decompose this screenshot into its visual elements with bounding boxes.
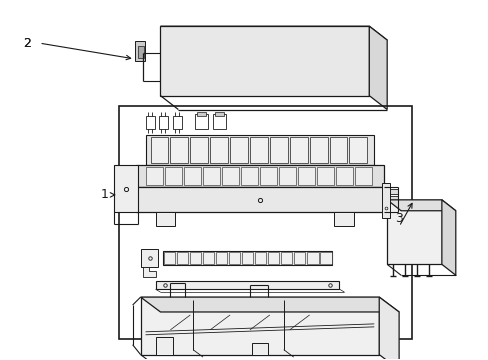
Bar <box>320 252 331 264</box>
Bar <box>195 113 208 129</box>
Bar <box>349 137 366 163</box>
Bar <box>183 167 201 185</box>
Polygon shape <box>160 26 386 40</box>
Bar <box>316 167 333 185</box>
Bar <box>145 135 373 165</box>
Bar <box>135 187 384 212</box>
Polygon shape <box>142 267 155 277</box>
Bar <box>386 203 397 208</box>
Bar <box>335 167 352 185</box>
Bar <box>134 41 144 61</box>
Bar <box>229 252 240 264</box>
Bar <box>297 167 314 185</box>
Bar <box>307 252 318 264</box>
Bar <box>155 212 175 226</box>
Bar <box>386 196 397 201</box>
Bar <box>269 137 287 163</box>
Bar <box>145 167 163 185</box>
Bar <box>278 167 295 185</box>
Polygon shape <box>441 200 455 275</box>
Bar <box>203 167 220 185</box>
Bar <box>255 252 266 264</box>
Bar <box>268 252 279 264</box>
Polygon shape <box>386 200 441 264</box>
Bar <box>230 137 247 163</box>
Bar <box>213 113 225 129</box>
Bar <box>177 252 188 264</box>
Bar <box>249 137 267 163</box>
Polygon shape <box>379 297 398 360</box>
Bar <box>155 281 339 289</box>
Bar <box>289 137 307 163</box>
Polygon shape <box>160 26 368 96</box>
Bar <box>173 116 182 129</box>
Bar <box>210 137 227 163</box>
Text: 2: 2 <box>23 37 31 50</box>
Bar <box>251 343 267 355</box>
Bar <box>242 252 253 264</box>
Bar <box>354 167 371 185</box>
Bar <box>119 105 411 339</box>
Bar <box>382 183 389 218</box>
Bar <box>137 46 143 58</box>
Bar <box>260 167 276 185</box>
Bar <box>163 251 332 265</box>
Text: 1: 1 <box>101 188 108 201</box>
Bar <box>170 137 188 163</box>
Text: 2: 2 <box>23 37 31 50</box>
Bar <box>329 137 346 163</box>
Polygon shape <box>141 297 398 312</box>
Bar <box>190 252 201 264</box>
Bar <box>135 165 384 187</box>
Bar <box>145 116 154 129</box>
Bar <box>334 212 354 226</box>
Bar <box>203 252 214 264</box>
Bar <box>159 116 168 129</box>
Bar <box>222 167 238 185</box>
Bar <box>281 252 292 264</box>
Bar <box>114 165 137 212</box>
Bar <box>386 189 397 194</box>
Polygon shape <box>386 200 455 211</box>
Bar <box>150 137 168 163</box>
Bar <box>216 252 227 264</box>
Bar <box>141 249 158 267</box>
Bar <box>190 137 208 163</box>
Text: 3: 3 <box>394 212 402 225</box>
Bar <box>309 137 327 163</box>
Polygon shape <box>141 297 379 355</box>
Polygon shape <box>368 26 386 109</box>
Bar <box>215 112 224 116</box>
Bar <box>164 252 175 264</box>
Bar <box>294 252 305 264</box>
Bar <box>241 167 257 185</box>
Bar <box>164 167 182 185</box>
Bar <box>197 112 206 116</box>
Bar <box>155 337 173 355</box>
